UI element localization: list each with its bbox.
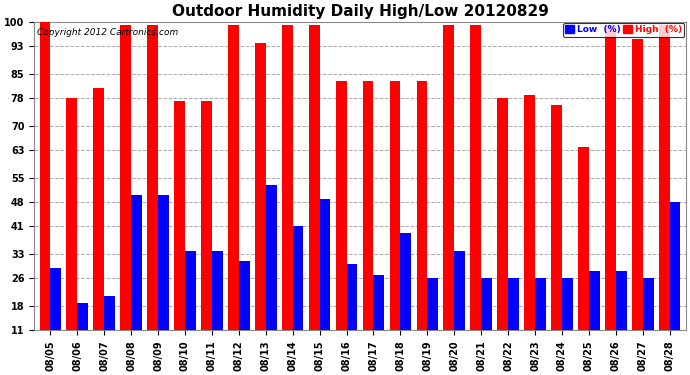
- Bar: [131, 195, 142, 369]
- Bar: [471, 25, 481, 369]
- Bar: [497, 98, 508, 369]
- Bar: [444, 25, 454, 369]
- Title: Outdoor Humidity Daily High/Low 20120829: Outdoor Humidity Daily High/Low 20120829: [172, 4, 549, 19]
- Bar: [147, 25, 158, 369]
- Bar: [174, 102, 185, 369]
- Bar: [551, 105, 562, 369]
- Text: Copyright 2012 Cartronics.com: Copyright 2012 Cartronics.com: [37, 28, 179, 37]
- Bar: [228, 25, 239, 369]
- Bar: [201, 102, 212, 369]
- Bar: [363, 81, 373, 369]
- Bar: [417, 81, 427, 369]
- Bar: [400, 233, 411, 369]
- Bar: [66, 98, 77, 369]
- Bar: [120, 25, 131, 369]
- Bar: [578, 147, 589, 369]
- Bar: [39, 22, 50, 369]
- Bar: [427, 278, 438, 369]
- Bar: [336, 81, 346, 369]
- Bar: [282, 25, 293, 369]
- Bar: [659, 25, 670, 369]
- Bar: [309, 25, 319, 369]
- Bar: [524, 94, 535, 369]
- Bar: [104, 296, 115, 369]
- Bar: [615, 272, 627, 369]
- Bar: [535, 278, 546, 369]
- Bar: [670, 202, 680, 369]
- Bar: [390, 81, 400, 369]
- Bar: [93, 88, 104, 369]
- Bar: [454, 251, 465, 369]
- Bar: [319, 199, 331, 369]
- Bar: [589, 272, 600, 369]
- Bar: [50, 268, 61, 369]
- Bar: [266, 185, 277, 369]
- Bar: [643, 278, 653, 369]
- Bar: [212, 251, 223, 369]
- Legend: Low  (%), High  (%): Low (%), High (%): [563, 23, 684, 37]
- Bar: [239, 261, 250, 369]
- Bar: [508, 278, 519, 369]
- Bar: [346, 264, 357, 369]
- Bar: [293, 226, 304, 369]
- Bar: [605, 25, 615, 369]
- Bar: [632, 39, 643, 369]
- Bar: [562, 278, 573, 369]
- Bar: [481, 278, 492, 369]
- Bar: [255, 42, 266, 369]
- Bar: [185, 251, 196, 369]
- Bar: [373, 275, 384, 369]
- Bar: [77, 303, 88, 369]
- Bar: [158, 195, 169, 369]
